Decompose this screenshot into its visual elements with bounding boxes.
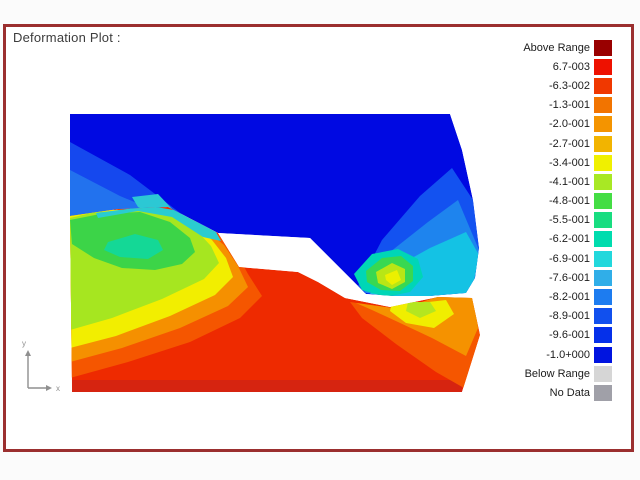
legend-row: Above Range [498, 38, 612, 57]
legend-swatch [594, 289, 612, 306]
legend-row: -8.2-001 [498, 287, 612, 306]
legend-row: -9.6-001 [498, 326, 612, 345]
legend-row: Below Range [498, 364, 612, 383]
legend-label: -8.2-001 [549, 291, 590, 304]
y-axis-label: y [22, 339, 26, 348]
legend-label: No Data [549, 386, 590, 399]
legend-row: -3.4-001 [498, 153, 612, 172]
legend-label: -4.1-001 [549, 175, 590, 188]
contour-region [385, 270, 401, 285]
legend-swatch [594, 173, 612, 190]
legend-swatch [594, 384, 612, 401]
legend-swatch [594, 97, 612, 114]
legend-swatch [594, 365, 612, 382]
legend-row: -8.9-001 [498, 307, 612, 326]
legend-label: -1.0+000 [546, 348, 590, 361]
legend-row: No Data [498, 383, 612, 402]
legend: Above Range 6.7-003 -6.3-002 -1.3-001 -2.0-0… [498, 38, 612, 403]
legend-label: -4.8-001 [549, 195, 590, 208]
legend-row: -1.3-001 [498, 96, 612, 115]
legend-swatch [594, 327, 612, 344]
legend-label: Above Range [523, 41, 590, 54]
x-axis-label: x [56, 384, 60, 393]
contour-region [406, 302, 436, 318]
legend-label: -8.9-001 [549, 310, 590, 323]
legend-swatch [594, 77, 612, 94]
legend-row: 6.7-003 [498, 57, 612, 76]
plot-title: Deformation Plot : [13, 30, 121, 45]
legend-label: -6.9-001 [549, 252, 590, 265]
legend-row: -4.8-001 [498, 192, 612, 211]
legend-label: -5.5-001 [549, 214, 590, 227]
legend-swatch [594, 135, 612, 152]
legend-swatch [594, 346, 612, 363]
legend-label: -2.0-001 [549, 118, 590, 131]
legend-row: -4.1-001 [498, 172, 612, 191]
legend-swatch [594, 231, 612, 248]
legend-label: -1.3-001 [549, 99, 590, 112]
legend-swatch [594, 154, 612, 171]
legend-row: -7.6-001 [498, 268, 612, 287]
legend-swatch [594, 39, 612, 56]
legend-swatch [594, 193, 612, 210]
contour-region [96, 207, 221, 241]
legend-label: -2.7-001 [549, 137, 590, 150]
legend-swatch [594, 308, 612, 325]
contour-region [72, 380, 462, 392]
legend-swatch [594, 250, 612, 267]
legend-row: -6.2-001 [498, 230, 612, 249]
legend-row: -2.0-001 [498, 115, 612, 134]
legend-row: -2.7-001 [498, 134, 612, 153]
legend-label: -3.4-001 [549, 156, 590, 169]
legend-label: -6.2-001 [549, 233, 590, 246]
legend-swatch [594, 269, 612, 286]
contour-region [104, 234, 163, 259]
legend-row: -6.9-001 [498, 249, 612, 268]
legend-swatch [594, 58, 612, 75]
legend-row: -1.0+000 [498, 345, 612, 364]
legend-label: -9.6-001 [549, 329, 590, 342]
legend-label: -7.6-001 [549, 271, 590, 284]
legend-swatch [594, 212, 612, 229]
legend-label: -6.3-002 [549, 79, 590, 92]
legend-label: Below Range [524, 367, 590, 380]
legend-row: -5.5-001 [498, 211, 612, 230]
legend-row: -6.3-002 [498, 76, 612, 95]
axis-arrows [25, 350, 52, 391]
legend-label: 6.7-003 [552, 60, 590, 73]
legend-swatch [594, 116, 612, 133]
